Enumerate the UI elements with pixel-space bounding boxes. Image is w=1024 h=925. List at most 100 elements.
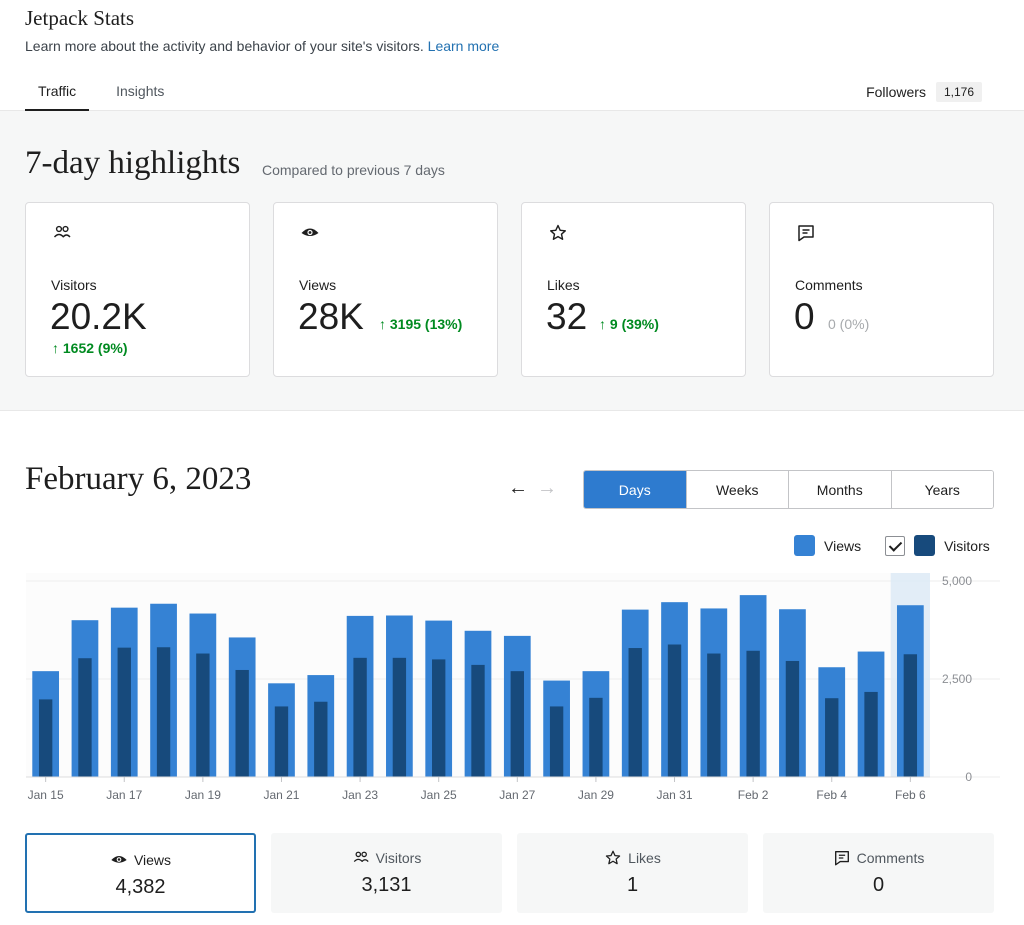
visitors-bar (549, 706, 564, 777)
highlight-card-views: Views 28K ↑ 3195 (13%) (273, 202, 498, 377)
tile-value: 4,382 (115, 876, 166, 898)
card-delta: ↑ 3195 (13%) (379, 316, 463, 332)
app-title: Jetpack Stats (25, 6, 135, 30)
x-tick-label: Feb 2 (738, 788, 769, 802)
period-years-button[interactable]: Years (891, 471, 993, 508)
visitors-bar (903, 654, 918, 777)
x-tick-label: Jan 29 (578, 788, 614, 802)
visitors-bar (589, 697, 603, 777)
highlight-card-visitors: Visitors 20.2K ↑ 1652 (9%) (25, 202, 250, 377)
tab-insights[interactable]: Insights (116, 83, 165, 99)
tile-label-text: Visitors (375, 850, 422, 866)
visitors-bar (235, 669, 249, 777)
highlight-card-comments: Comments 0 0 (0%) (769, 202, 994, 377)
visitors-bar (628, 648, 642, 777)
highlight-card-likes: Likes 32 ↑ 9 (39%) (521, 202, 746, 377)
tile-value: 0 (872, 874, 885, 896)
highlights-section: 7-day highlights Compared to previous 7 … (0, 111, 1024, 411)
visitors-bar (156, 647, 171, 777)
visitors-bar (432, 659, 446, 777)
tile-label: Visitors (271, 849, 502, 867)
legend-visitors-swatch (914, 535, 936, 556)
visitors-bar (117, 647, 131, 777)
visitors-bar (864, 691, 878, 777)
card-value: 32 (546, 296, 588, 337)
card-label: Likes (547, 277, 580, 293)
card-label: Visitors (51, 277, 97, 293)
x-tick-label: Jan 19 (185, 788, 221, 802)
visitors-bar (78, 658, 92, 777)
card-value: 0 (794, 296, 815, 337)
visitors-bar (392, 657, 407, 777)
visitors-checkbox[interactable] (885, 535, 906, 556)
legend-views-label: Views (824, 537, 862, 554)
x-tick-label: Feb 4 (816, 788, 847, 802)
visitors-bar (353, 657, 367, 777)
comment-icon (798, 225, 814, 242)
card-delta: ↑ 9 (39%) (599, 316, 659, 332)
followers-count: 1,176 (935, 82, 982, 102)
period-selector: Days Weeks Months Years (583, 470, 994, 509)
x-tick-label: Jan 17 (106, 788, 142, 802)
tab-bar: Traffic Insights (25, 72, 191, 111)
visitors-bar (274, 706, 289, 777)
people-icon (353, 851, 369, 863)
visitors-bar (314, 701, 328, 777)
tab-traffic[interactable]: Traffic (25, 72, 90, 111)
people-icon (53, 225, 71, 238)
x-tick-label: Feb 6 (895, 788, 926, 802)
visitors-bar (707, 653, 721, 777)
comment-icon (834, 851, 849, 866)
tile-label: Views (27, 851, 254, 869)
tile-label: Comments (763, 849, 994, 867)
chart-legend: Views Visitors (794, 535, 990, 556)
followers-label: Followers (866, 84, 926, 100)
card-delta: 0 (0%) (828, 316, 870, 332)
y-tick-label: 5,000 (942, 574, 972, 588)
visitors-bar (785, 660, 800, 777)
summary-tile-likes[interactable]: Likes 1 (517, 833, 748, 913)
visitors-bar (38, 699, 53, 777)
header: Jetpack Stats Learn more about the activ… (0, 0, 1024, 111)
x-tick-label: Jan 23 (342, 788, 378, 802)
legend-views-swatch (794, 535, 815, 556)
tile-value: 1 (626, 874, 639, 896)
star-icon (605, 850, 621, 865)
next-arrow-icon[interactable]: → (537, 477, 557, 499)
previous-arrow-icon[interactable]: ← (508, 477, 528, 499)
x-tick-label: Jan 21 (263, 788, 299, 802)
visitors-bar (825, 698, 839, 777)
learn-more-link[interactable]: Learn more (427, 38, 500, 54)
summary-tile-views[interactable]: Views 4,382 (25, 833, 256, 913)
card-value: 20.2K (50, 296, 147, 337)
highlights-subtitle: Compared to previous 7 days (262, 162, 445, 178)
visitors-bar (746, 650, 760, 777)
card-label: Views (299, 277, 337, 293)
card-delta: ↑ 1652 (9%) (52, 340, 128, 356)
legend-visitors-label: Visitors (944, 537, 990, 554)
tile-label-text: Comments (856, 850, 925, 866)
y-tick-label: 2,500 (942, 672, 972, 686)
card-value: 28K (298, 296, 364, 337)
eye-icon (301, 228, 319, 236)
date-title: February 6, 2023 (25, 461, 252, 497)
tile-label-text: Views (133, 852, 172, 868)
eye-icon (111, 855, 127, 863)
followers[interactable]: Followers 1,176 (866, 82, 982, 102)
visitors-bar (510, 671, 524, 777)
visitors-bar (667, 644, 682, 777)
period-weeks-button[interactable]: Weeks (686, 471, 789, 508)
tile-label: Likes (517, 849, 748, 867)
summary-tile-visitors[interactable]: Visitors 3,131 (271, 833, 502, 913)
subtitle-text: Learn more about the activity and behavi… (25, 38, 424, 54)
summary-tile-comments[interactable]: Comments 0 (763, 833, 994, 913)
tile-value: 3,131 (361, 874, 412, 896)
period-days-button[interactable]: Days (584, 471, 687, 508)
tile-label-text: Likes (628, 850, 661, 866)
visitors-bar (196, 653, 210, 777)
period-months-button[interactable]: Months (789, 471, 892, 508)
x-tick-label: Jan 31 (657, 788, 693, 802)
bar-chart: 5,000 2,500 0 Jan 15 Jan 17 Jan 19 Jan 21 Jan 2… (0, 560, 1024, 810)
x-tick-label: Jan 25 (421, 788, 457, 802)
card-label: Comments (795, 277, 863, 293)
